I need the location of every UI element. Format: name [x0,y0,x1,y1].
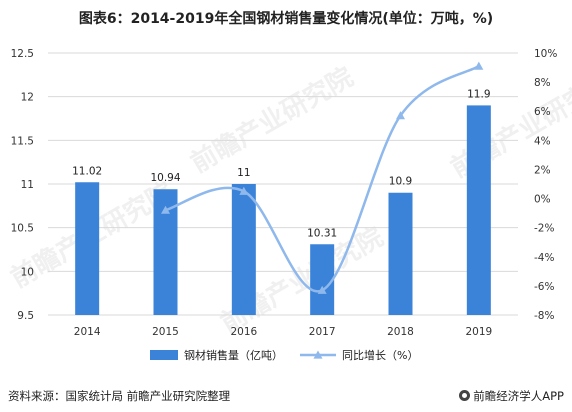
x-tick-label: 2018 [387,326,414,338]
growth-line [165,65,480,293]
legend-bar-swatch [150,350,178,360]
y-left-tick-label: 10 [21,266,34,278]
bar [466,105,491,316]
y-left-tick-label: 10.5 [11,223,34,235]
legend-bar-label: 钢材销售量（亿吨） [184,348,283,362]
y-left-tick-label: 11 [21,179,34,191]
growth-point-marker [239,186,249,195]
y-right-tick-label: 2% [534,164,551,176]
y-right-tick-label: 10% [534,48,557,60]
bar-data-label: 10.31 [307,227,337,239]
growth-point-marker [161,205,170,214]
brand-logo-icon [459,390,471,401]
y-right-tick-label: -8% [534,310,554,322]
y-left-tick-label: 9.5 [17,310,34,322]
y-right-tick-label: 6% [534,106,551,118]
bar-data-label: 11 [237,167,250,179]
growth-point-marker [317,285,327,294]
x-tick-label: 2016 [230,326,257,338]
y-right-tick-label: -2% [534,223,554,235]
y-right-tick-label: -4% [534,252,554,264]
y-left-tick-label: 12 [21,92,34,104]
bar [388,192,413,315]
y-right-tick-label: 4% [534,135,551,147]
growth-point-marker [474,61,484,70]
bar [310,244,335,315]
chart-title: 图表6：2014-2019年全国钢材销售量变化情况(单位：万吨，%) [78,11,494,27]
bar-data-label: 11.02 [72,165,102,177]
brand-text: 前瞻经济学人APP [473,389,564,403]
chart-area: 9.5 10 10.5 11 11.5 12 12.5 -8% -6% -4% -2% 0% 2% 4% 6… [11,48,558,362]
bar [75,182,100,315]
bar-data-label: 10.9 [389,176,412,188]
bar-data-label: 10.94 [150,172,180,184]
footer: 资料来源：国家统计局 前瞻产业研究院整理 前瞻经济学人APP [8,388,564,406]
bar [231,184,256,315]
legend-line-label: 同比增长（%） [342,348,418,362]
x-tick-label: 2014 [74,326,101,338]
bar-data-label: 11.9 [467,88,490,100]
y-right-tick-label: -6% [534,281,554,293]
x-tick-label: 2015 [152,326,179,338]
y-left-tick-label: 12.5 [11,48,34,60]
y-left-tick-label: 11.5 [11,135,34,147]
brand-label: 前瞻经济学人APP [459,388,564,404]
x-tick-label: 2019 [465,326,492,338]
growth-point-marker [396,111,405,120]
y-right-tick-label: 8% [534,77,551,89]
legend-line-marker [313,350,323,359]
source-note: 资料来源：国家统计局 前瞻产业研究院整理 [8,389,231,403]
y-right-tick-label: 0% [534,194,551,206]
x-tick-label: 2017 [309,326,336,338]
